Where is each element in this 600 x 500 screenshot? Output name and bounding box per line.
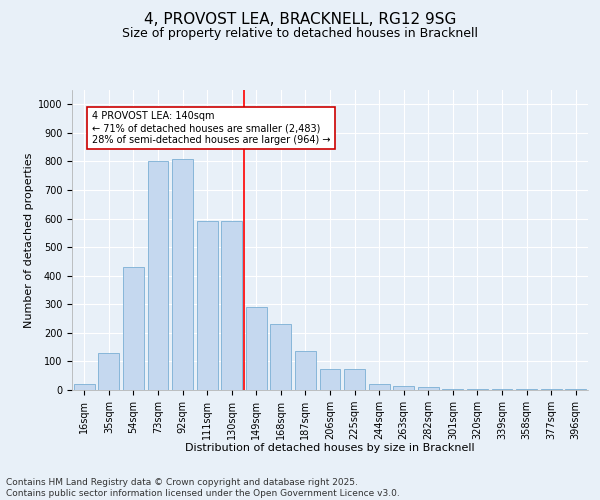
Bar (197, 222, 218, 390)
Bar (221, 222, 242, 390)
Bar (442, 388, 463, 390)
Bar (368, 384, 389, 390)
Bar (295, 352, 316, 390)
Bar (246, 307, 267, 390)
Bar (98, 353, 119, 390)
Bar (565, 388, 586, 390)
Bar (271, 324, 292, 390)
Y-axis label: Number of detached properties: Number of detached properties (23, 152, 34, 328)
Bar (344, 368, 365, 390)
Bar (148, 162, 169, 390)
Text: 4, PROVOST LEA, BRACKNELL, RG12 9SG: 4, PROVOST LEA, BRACKNELL, RG12 9SG (144, 12, 456, 28)
Bar (418, 387, 439, 390)
Text: 4 PROVOST LEA: 140sqm
← 71% of detached houses are smaller (2,483)
28% of semi-d: 4 PROVOST LEA: 140sqm ← 71% of detached … (92, 112, 330, 144)
Bar (74, 384, 95, 390)
X-axis label: Distribution of detached houses by size in Bracknell: Distribution of detached houses by size … (185, 444, 475, 454)
Bar (172, 158, 193, 390)
Bar (320, 368, 340, 390)
Text: Contains HM Land Registry data © Crown copyright and database right 2025.
Contai: Contains HM Land Registry data © Crown c… (6, 478, 400, 498)
Text: Size of property relative to detached houses in Bracknell: Size of property relative to detached ho… (122, 28, 478, 40)
Bar (123, 267, 144, 390)
Bar (393, 386, 414, 390)
